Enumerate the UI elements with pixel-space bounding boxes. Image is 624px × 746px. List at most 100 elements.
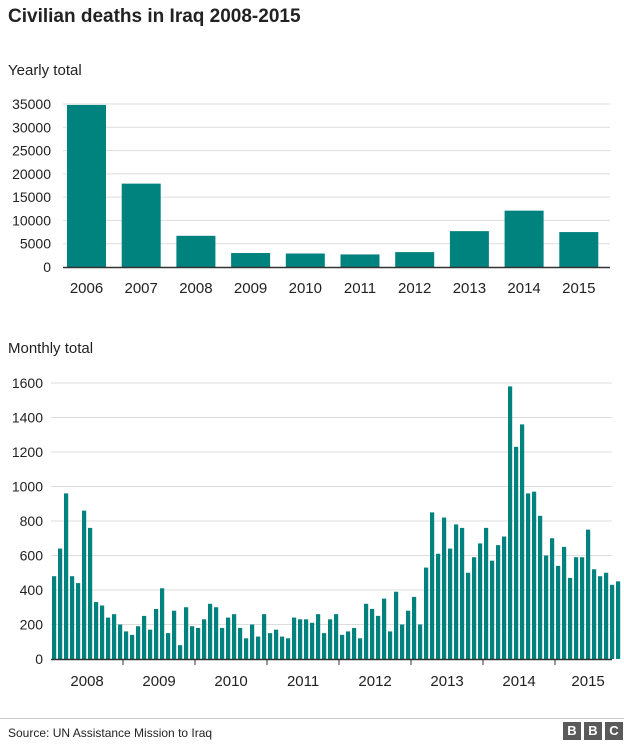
monthly-bar bbox=[316, 614, 321, 659]
yearly-xtick-label-5: 2011 bbox=[344, 280, 376, 297]
yearly-ytick-label-3: 15000 bbox=[12, 189, 51, 205]
monthly-bar bbox=[526, 493, 531, 659]
monthly-bar bbox=[532, 491, 537, 659]
yearly-bar-2008 bbox=[176, 235, 216, 267]
monthly-bar bbox=[448, 548, 453, 659]
monthly-bar bbox=[574, 557, 579, 659]
monthly-bar bbox=[334, 614, 339, 659]
monthly-bar bbox=[262, 614, 267, 659]
monthly-bar bbox=[154, 608, 159, 659]
monthly-ytick-label-5: 1000 bbox=[12, 479, 43, 495]
logo-letter-c: C bbox=[605, 722, 623, 740]
logo-letter-b2: B bbox=[584, 722, 602, 740]
monthly-bar bbox=[88, 527, 93, 659]
monthly-bar bbox=[292, 617, 297, 659]
monthly-bar bbox=[82, 510, 87, 659]
monthly-bar bbox=[238, 627, 243, 659]
monthly-bar bbox=[598, 576, 603, 659]
monthly-bar bbox=[142, 615, 147, 659]
monthly-ytick-label-6: 1200 bbox=[12, 444, 43, 460]
monthly-bar bbox=[310, 622, 315, 659]
monthly-bar bbox=[196, 627, 201, 659]
monthly-bar bbox=[256, 636, 261, 659]
monthly-ytick-label-3: 600 bbox=[20, 548, 44, 564]
monthly-ytick-label-2: 400 bbox=[20, 582, 44, 598]
logo-letter-b1: B bbox=[563, 722, 581, 740]
yearly-ytick-label-5: 25000 bbox=[12, 143, 51, 159]
monthly-year-label-2015: 2015 bbox=[571, 673, 604, 690]
monthly-bar bbox=[232, 614, 237, 659]
monthly-bar bbox=[568, 577, 573, 659]
monthly-bar bbox=[52, 576, 57, 659]
footer-divider bbox=[0, 718, 624, 719]
yearly-ytick-label-7: 35000 bbox=[12, 96, 51, 112]
monthly-bar bbox=[514, 446, 519, 659]
yearly-xtick-label-9: 2015 bbox=[562, 280, 595, 297]
yearly-bar-2013 bbox=[449, 231, 489, 267]
monthly-bar bbox=[550, 538, 555, 659]
yearly-ytick-label-1: 5000 bbox=[20, 236, 51, 252]
monthly-bar bbox=[274, 629, 279, 659]
monthly-bar bbox=[244, 638, 249, 659]
monthly-bar bbox=[406, 610, 411, 659]
monthly-bar bbox=[340, 634, 345, 659]
monthly-bar bbox=[106, 617, 111, 659]
monthly-ytick-label-7: 1400 bbox=[12, 410, 43, 426]
monthly-bar bbox=[220, 627, 225, 659]
monthly-bar bbox=[592, 569, 597, 659]
monthly-bar bbox=[412, 596, 417, 659]
bbc-logo: B B C bbox=[563, 722, 623, 740]
monthly-bar bbox=[520, 424, 525, 659]
monthly-bar bbox=[460, 527, 465, 659]
monthly-bar bbox=[100, 605, 105, 659]
monthly-bar bbox=[382, 598, 387, 659]
yearly-bar-2015 bbox=[559, 232, 599, 267]
monthly-bar bbox=[298, 619, 303, 659]
yearly-xtick-label-3: 2009 bbox=[234, 280, 267, 297]
yearly-xtick-label-7: 2013 bbox=[453, 280, 486, 297]
monthly-year-label-2013: 2013 bbox=[430, 673, 463, 690]
monthly-ytick-label-1: 200 bbox=[20, 617, 44, 633]
monthly-bar bbox=[490, 560, 495, 659]
yearly-bar-2014 bbox=[504, 210, 544, 267]
monthly-bar bbox=[184, 607, 189, 659]
monthly-year-label-2010: 2010 bbox=[214, 673, 247, 690]
monthly-bar bbox=[538, 515, 543, 659]
chart-title: Civilian deaths in Iraq 2008-2015 bbox=[8, 6, 301, 27]
monthly-bar bbox=[280, 636, 285, 659]
monthly-bar bbox=[376, 615, 381, 659]
monthly-bar bbox=[58, 548, 63, 659]
monthly-bar bbox=[172, 610, 177, 659]
monthly-year-label-2011: 2011 bbox=[287, 673, 319, 690]
yearly-bar-2006 bbox=[67, 104, 106, 267]
yearly-bar-2012 bbox=[395, 252, 435, 267]
yearly-bar-2010 bbox=[285, 253, 325, 267]
monthly-bar bbox=[352, 627, 357, 659]
monthly-bar bbox=[454, 524, 459, 659]
monthly-bar bbox=[496, 545, 501, 659]
monthly-bar bbox=[304, 619, 309, 659]
monthly-bar bbox=[442, 517, 447, 659]
monthly-bar bbox=[604, 572, 609, 659]
monthly-bar bbox=[580, 557, 585, 659]
monthly-bar bbox=[370, 608, 375, 659]
monthly-bar bbox=[226, 617, 231, 659]
monthly-bar bbox=[388, 631, 393, 659]
monthly-bar bbox=[118, 624, 123, 659]
monthly-bar bbox=[478, 543, 483, 659]
monthly-bar bbox=[70, 576, 75, 659]
monthly-year-label-2009: 2009 bbox=[142, 673, 175, 690]
yearly-ytick-label-6: 30000 bbox=[12, 119, 51, 135]
monthly-ytick-label-0: 0 bbox=[35, 651, 43, 667]
monthly-bar bbox=[544, 555, 549, 659]
monthly-ytick-label-8: 1600 bbox=[12, 375, 43, 391]
monthly-bar bbox=[190, 626, 195, 659]
monthly-subtitle: Monthly total bbox=[8, 340, 94, 357]
monthly-bar bbox=[472, 557, 477, 659]
monthly-ytick-label-4: 800 bbox=[20, 513, 44, 529]
monthly-bar bbox=[502, 536, 507, 659]
monthly-bar bbox=[400, 624, 405, 659]
monthly-bar bbox=[436, 553, 441, 659]
monthly-bar bbox=[160, 588, 165, 659]
monthly-bar bbox=[430, 512, 435, 659]
